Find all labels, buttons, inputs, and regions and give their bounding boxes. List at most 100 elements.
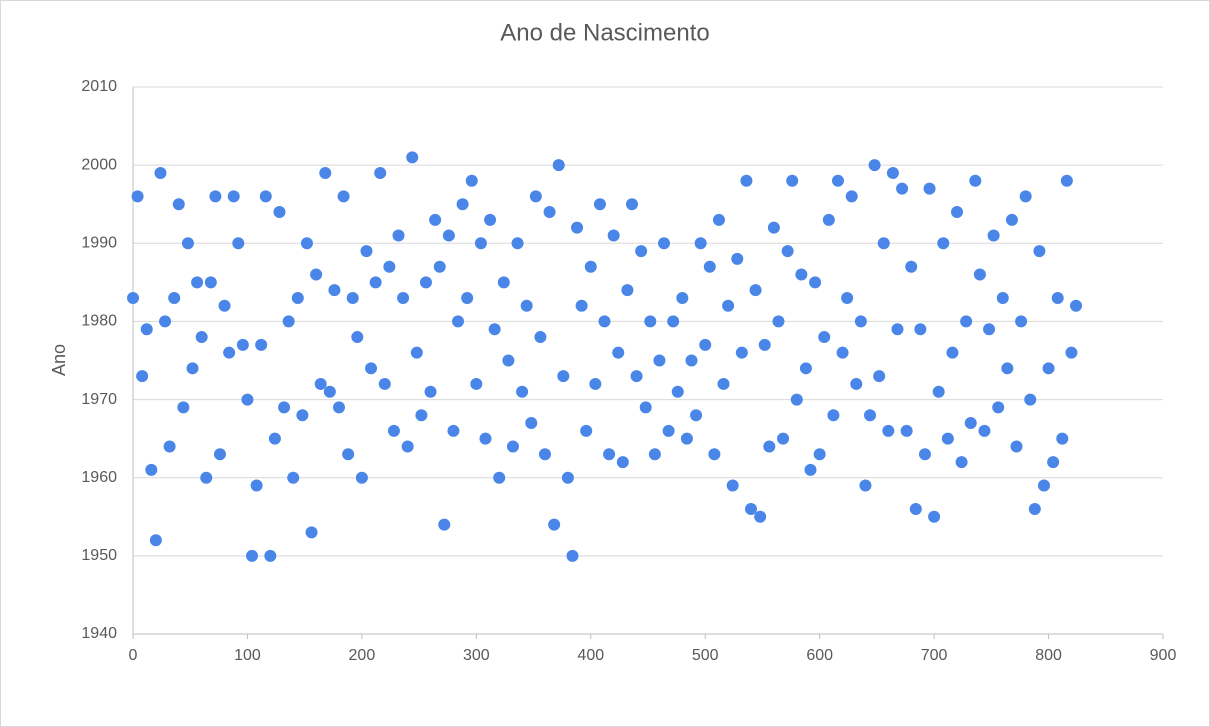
point (905, 260, 918, 273)
point (873, 370, 886, 383)
point (1060, 174, 1073, 187)
point (502, 354, 515, 367)
point (795, 268, 808, 281)
point (488, 323, 501, 336)
point (699, 338, 712, 351)
point (369, 276, 382, 289)
x-tick-label: 600 (806, 647, 833, 664)
point (410, 346, 423, 359)
point (630, 370, 643, 383)
point (1019, 190, 1032, 203)
point (781, 245, 794, 258)
point (648, 448, 661, 461)
point (639, 401, 652, 414)
point (127, 291, 139, 304)
point (566, 549, 579, 562)
point (429, 213, 442, 226)
point (877, 237, 890, 250)
point (717, 377, 730, 390)
point (255, 338, 268, 351)
point (827, 409, 840, 422)
point (323, 385, 336, 398)
point (644, 315, 657, 328)
point (1037, 479, 1050, 492)
point (236, 338, 249, 351)
y-tick-label: 1990 (81, 235, 117, 252)
point (671, 385, 684, 398)
point (1056, 432, 1069, 445)
point (561, 471, 574, 484)
point (401, 440, 414, 453)
point (447, 424, 460, 437)
point (1042, 362, 1055, 375)
point (374, 166, 387, 179)
point (200, 471, 213, 484)
point (850, 377, 863, 390)
point (342, 448, 355, 461)
point (511, 237, 524, 250)
point (658, 237, 671, 250)
point (983, 323, 996, 336)
point (209, 190, 222, 203)
point (250, 479, 263, 492)
x-tick-label: 500 (692, 647, 719, 664)
point (493, 471, 506, 484)
point (172, 198, 185, 211)
point (300, 237, 313, 250)
point (593, 198, 606, 211)
point (497, 276, 510, 289)
x-tick-label: 0 (129, 647, 138, 664)
y-tick-label: 2010 (81, 78, 117, 95)
x-tick-label: 700 (921, 647, 948, 664)
x-tick-label: 100 (234, 647, 261, 664)
point (777, 432, 790, 445)
point (552, 159, 565, 172)
point (854, 315, 867, 328)
point (625, 198, 638, 211)
point (909, 502, 922, 515)
point (918, 448, 931, 461)
point (786, 174, 799, 187)
point (470, 377, 483, 390)
point (886, 166, 899, 179)
y-tick-label: 2000 (81, 156, 117, 173)
point (900, 424, 913, 437)
point (891, 323, 904, 336)
point (809, 276, 822, 289)
point (314, 377, 327, 390)
point (191, 276, 204, 289)
point (387, 424, 400, 437)
point (168, 291, 181, 304)
point (799, 362, 812, 375)
point (607, 229, 620, 242)
point (841, 291, 854, 304)
y-tick-label: 1960 (81, 469, 117, 486)
point (667, 315, 680, 328)
point (291, 291, 304, 304)
point (419, 276, 432, 289)
point (1051, 291, 1064, 304)
point (616, 456, 629, 469)
point (937, 237, 950, 250)
point (154, 166, 167, 179)
point (287, 471, 300, 484)
point (296, 409, 309, 422)
point (987, 229, 1000, 242)
point (740, 174, 753, 187)
point (1001, 362, 1014, 375)
point (598, 315, 611, 328)
point (383, 260, 396, 273)
point (767, 221, 780, 234)
point (758, 338, 771, 351)
point (1024, 393, 1037, 406)
point (442, 229, 455, 242)
point (506, 440, 519, 453)
point (992, 401, 1005, 414)
point (149, 534, 162, 547)
point (273, 206, 286, 219)
point (140, 323, 153, 336)
point (223, 346, 236, 359)
point (680, 432, 693, 445)
